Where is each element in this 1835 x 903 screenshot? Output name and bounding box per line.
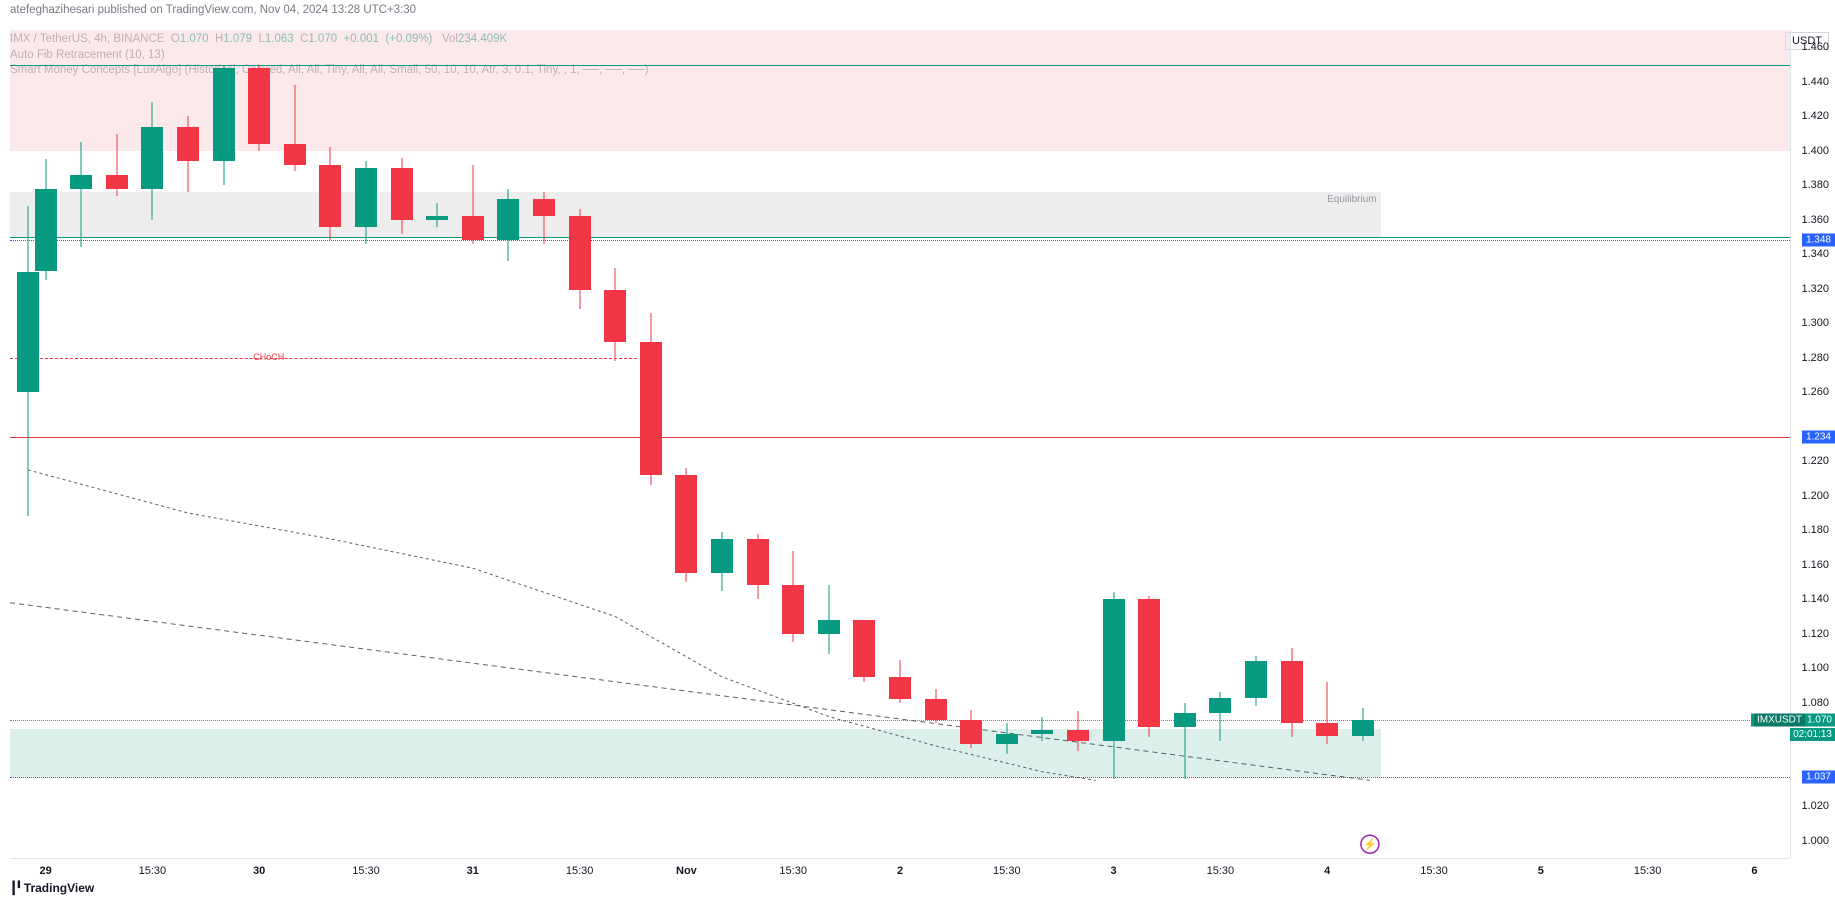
svg-text:⚡: ⚡ [1363,838,1377,851]
line-label: CHoCH [253,352,284,362]
horizontal-line [10,358,637,359]
publish-meta: atefeghazihesari published on TradingVie… [10,4,416,16]
y-tick: 1.100 [1801,662,1829,674]
x-tick: 15:30 [993,865,1021,877]
y-tick: 1.400 [1801,145,1829,157]
countdown-badge: 02:01:13 [1790,728,1835,741]
y-tick: 1.200 [1801,490,1829,502]
x-tick: 15:30 [1420,865,1448,877]
y-tick: 1.260 [1801,386,1829,398]
horizontal-line [10,65,1790,66]
y-tick: 1.360 [1801,214,1829,226]
y-tick: 1.160 [1801,559,1829,571]
y-price-box: 1.037 [1802,770,1835,783]
price-zone [10,30,1790,151]
x-tick: 29 [39,865,51,877]
x-tick: 2 [897,865,903,877]
y-tick: 1.340 [1801,248,1829,260]
y-tick: 1.420 [1801,110,1829,122]
x-tick: 31 [467,865,479,877]
x-tick: 15:30 [139,865,167,877]
x-tick: 15:30 [352,865,380,877]
price-axis[interactable]: 1.460 1.440 1.420 1.400 1.380 1.360 1.340 1.320… [1790,30,1835,858]
price-zone [10,192,1381,237]
x-tick: Nov [676,865,697,877]
y-tick: 1.380 [1801,179,1829,191]
y-tick: 1.180 [1801,524,1829,536]
y-tick: 1.440 [1801,76,1829,88]
tradingview-logo: ┃╹ TradingView [10,881,94,895]
y-tick: 1.000 [1801,835,1829,847]
x-tick: 4 [1324,865,1330,877]
y-tick: 1.280 [1801,352,1829,364]
y-price-box: 1.234 [1802,431,1835,444]
horizontal-line [10,777,1790,778]
y-tick: 1.220 [1801,455,1829,467]
y-tick: 1.320 [1801,283,1829,295]
current-price-badge: IMXUSDT1.070 [1751,714,1835,727]
zone-label: Equilibrium [1327,194,1376,205]
y-price-box: 1.348 [1802,234,1835,247]
y-tick: 1.120 [1801,628,1829,640]
y-tick: 1.140 [1801,593,1829,605]
y-tick: 1.080 [1801,697,1829,709]
x-tick: 15:30 [779,865,807,877]
horizontal-line [10,237,1790,238]
x-tick: 15:30 [1634,865,1662,877]
time-axis[interactable]: 29 15:30 30 15:30 31 15:30 Nov 15:30 2 15:30 3 15:3… [10,858,1790,903]
x-tick: 3 [1111,865,1117,877]
x-tick: 5 [1538,865,1544,877]
x-tick: 6 [1751,865,1757,877]
horizontal-line [10,437,1790,438]
horizontal-line [10,720,1790,721]
price-zone [10,729,1381,777]
x-tick: 30 [253,865,265,877]
horizontal-line [10,240,1790,241]
y-tick: 1.460 [1801,41,1829,53]
y-tick: 1.020 [1801,800,1829,812]
chart-area[interactable]: Equilibrium CHoCH ⚡ [10,30,1790,858]
x-tick: 15:30 [566,865,594,877]
y-tick: 1.300 [1801,317,1829,329]
x-tick: 15:30 [1207,865,1235,877]
